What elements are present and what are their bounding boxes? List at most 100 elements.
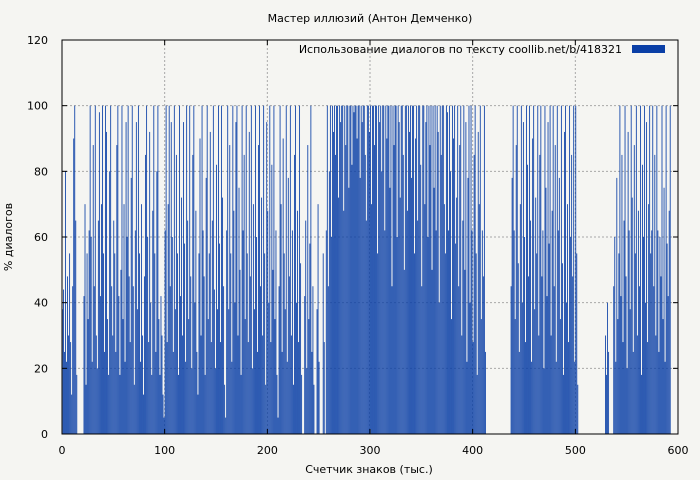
bar-491 xyxy=(566,302,567,434)
bar-568 xyxy=(645,302,646,434)
bar-139 xyxy=(204,374,206,434)
bar-146 xyxy=(211,220,213,434)
x-tick-label-5: 500 xyxy=(565,444,586,457)
bar-363 xyxy=(434,105,436,435)
bar-27 xyxy=(89,105,91,435)
bar-575 xyxy=(652,105,654,435)
bar-128 xyxy=(193,105,195,435)
bar-373 xyxy=(444,253,446,434)
bar-300 xyxy=(370,105,371,435)
bar-539 xyxy=(615,361,617,434)
bar-177 xyxy=(243,154,245,434)
bar-560 xyxy=(636,335,638,434)
x-tick-label-2: 200 xyxy=(257,444,278,457)
bar-569 xyxy=(646,122,648,434)
bar-62 xyxy=(125,122,127,434)
bar-164 xyxy=(230,253,232,434)
bar-378 xyxy=(450,171,451,435)
bar-173 xyxy=(239,269,241,434)
bar-395 xyxy=(467,177,469,434)
bar-144 xyxy=(209,131,211,434)
bar-346 xyxy=(417,220,419,434)
bar-185 xyxy=(251,368,253,434)
bar-140 xyxy=(205,177,207,434)
bar-112 xyxy=(176,253,178,434)
bar-127 xyxy=(192,154,194,434)
bar-332 xyxy=(402,154,404,434)
bar-248 xyxy=(316,309,318,434)
bar-121 xyxy=(186,105,188,435)
bar-104 xyxy=(168,105,170,435)
bar-308 xyxy=(378,105,380,435)
bar-97 xyxy=(161,335,163,434)
bar-158 xyxy=(224,384,226,434)
bar-95 xyxy=(159,374,161,434)
bar-581 xyxy=(658,351,660,434)
bar-106 xyxy=(170,122,172,434)
bar-462 xyxy=(536,253,538,434)
bar-344 xyxy=(415,138,417,434)
bar-315 xyxy=(385,105,387,435)
bar-126 xyxy=(191,368,193,434)
bar-230 xyxy=(298,342,299,434)
bar-322 xyxy=(392,105,394,435)
bar-404 xyxy=(476,374,478,434)
bar-368 xyxy=(439,105,441,435)
bar-299 xyxy=(368,131,370,434)
bar-14 xyxy=(76,374,78,434)
bar-334 xyxy=(404,105,406,435)
bar-21 xyxy=(83,296,85,434)
bar-538 xyxy=(614,237,616,434)
bar-168 xyxy=(234,302,236,434)
bar-268 xyxy=(337,105,338,435)
bar-119 xyxy=(184,243,186,434)
bar-260 xyxy=(328,171,330,435)
bar-92 xyxy=(156,171,158,435)
bar-470 xyxy=(544,105,546,435)
bar-548 xyxy=(624,105,626,435)
bar-350 xyxy=(421,286,423,434)
bar-133 xyxy=(198,253,200,434)
bar-438 xyxy=(511,177,513,434)
bar-387 xyxy=(459,145,461,435)
bar-118 xyxy=(183,122,184,434)
bar-357 xyxy=(428,105,430,435)
bar-274 xyxy=(343,210,345,434)
bar-244 xyxy=(312,286,314,434)
bar-437 xyxy=(510,286,512,434)
bar-179 xyxy=(245,105,247,435)
bar-325 xyxy=(395,105,397,435)
bar-279 xyxy=(348,187,350,434)
bar-471 xyxy=(545,187,547,434)
bar-162 xyxy=(228,309,230,434)
bar-58 xyxy=(121,105,123,435)
bar-171 xyxy=(237,335,239,434)
bar-254 xyxy=(322,253,324,434)
y-tick-label-0: 0 xyxy=(41,428,48,441)
bar-567 xyxy=(644,105,645,435)
bar-69 xyxy=(132,286,134,434)
bar-137 xyxy=(202,230,204,434)
y-tick-label-3: 60 xyxy=(34,231,48,244)
bar-39 xyxy=(102,105,103,435)
bar-81 xyxy=(145,154,147,434)
bar-275 xyxy=(344,105,346,435)
bar-36 xyxy=(98,112,100,434)
bar-59 xyxy=(122,319,124,434)
bar-477 xyxy=(551,210,553,434)
bar-163 xyxy=(229,145,231,435)
bar-372 xyxy=(443,204,445,434)
bar-53 xyxy=(116,145,118,435)
bar-191 xyxy=(258,145,259,435)
bar-186 xyxy=(252,204,254,434)
bar-495 xyxy=(570,237,572,434)
bar-181 xyxy=(247,342,249,434)
bar-305 xyxy=(375,105,376,435)
bar-75 xyxy=(139,253,140,434)
bar-270 xyxy=(339,105,341,435)
bar-546 xyxy=(622,342,624,434)
bar-28 xyxy=(90,237,92,434)
bar-529 xyxy=(605,335,606,434)
y-axis-label: % диалогов xyxy=(2,203,15,271)
bar-108 xyxy=(172,351,174,434)
